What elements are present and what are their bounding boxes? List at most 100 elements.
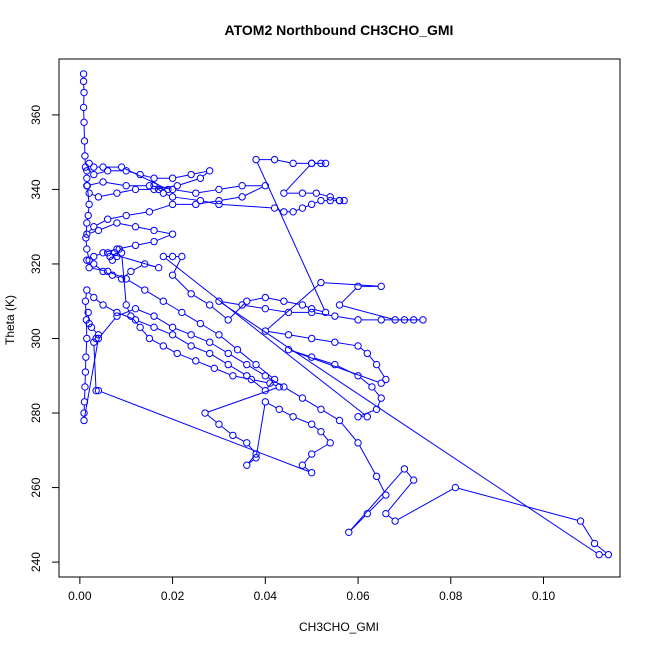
data-point [90,260,98,268]
data-point [243,461,251,469]
data-point [159,189,168,197]
data-point [261,398,270,406]
data-point [377,394,385,402]
data-point [92,334,100,343]
series-segment [281,410,291,416]
data-point [377,282,385,291]
series-segment [222,301,240,305]
data-point [243,360,251,369]
series-segment [156,317,171,327]
y-tick-label: 280 [29,403,43,423]
data-point [81,383,89,391]
series-segment [333,197,337,200]
series-segment [222,196,240,201]
series-segment [121,255,127,302]
data-point [307,353,316,361]
data-point [168,230,177,238]
data-point [284,345,293,354]
series-segment [141,329,148,337]
data-point [196,196,205,205]
series-segment [341,422,357,441]
series-segment [268,331,286,335]
series-segment [106,181,124,186]
series-segment [89,182,101,186]
data-point [354,439,362,447]
series-segment [202,172,208,177]
data-point [335,416,344,425]
data-point [122,182,130,190]
series-segment [175,196,198,201]
series-segment [295,208,300,212]
data-point [354,372,362,380]
series-segment [239,351,254,363]
data-point [99,267,107,276]
series-segment [175,189,193,194]
series-segment [342,305,393,320]
series-segment [368,355,375,363]
series-segment [221,336,236,349]
data-point [363,509,372,518]
data-point [122,167,130,175]
data-point [81,152,89,160]
x-axis-label: CH3CHO_GMI [299,620,379,634]
data-point [117,163,126,171]
data-point [83,286,91,294]
data-point [229,372,237,380]
data-point [298,204,307,212]
series-segment [221,302,597,554]
data-point [326,439,334,447]
data-point [391,517,399,525]
series-segment [388,515,393,520]
data-point [400,465,409,473]
series-segment [406,471,413,478]
data-point [150,174,158,182]
data-point [99,249,107,257]
series-segment [89,230,96,234]
series-segment [128,280,143,289]
series-segment [258,366,273,378]
data-point [150,323,158,332]
data-point [307,304,316,313]
data-point [99,301,107,309]
data-point [168,174,177,182]
data-point [409,316,418,324]
series-segment [267,284,319,330]
data-point [83,230,91,238]
series-segment [369,496,384,512]
data-point [345,528,353,536]
data-point [576,517,585,525]
series-segment [212,354,226,364]
data-point [83,334,91,343]
series-segment [286,301,300,305]
data-point [122,211,130,220]
series-segment [156,328,170,335]
data-point [261,304,270,313]
data-point [99,163,107,171]
data-point [85,319,93,328]
data-point [595,550,603,559]
series-segment [193,335,207,342]
series-segment [193,346,207,353]
series-segment [360,410,374,417]
data-point [108,256,117,264]
data-point [141,260,149,268]
data-point [80,398,89,406]
series-segment [377,367,385,378]
data-point [284,308,293,317]
series-segment [95,265,101,270]
series-segment [194,170,207,175]
data-point [275,405,283,414]
data-point [307,334,316,343]
data-point [215,331,223,339]
series-segment [256,404,266,455]
data-point [317,278,325,287]
data-point [312,189,321,197]
data-point [261,293,270,302]
data-point [368,383,376,391]
series-segment [217,369,231,376]
series-segment [85,226,88,235]
series-segment [249,297,263,302]
series-segment [101,193,114,197]
data-point [80,409,88,417]
data-point [90,338,98,346]
